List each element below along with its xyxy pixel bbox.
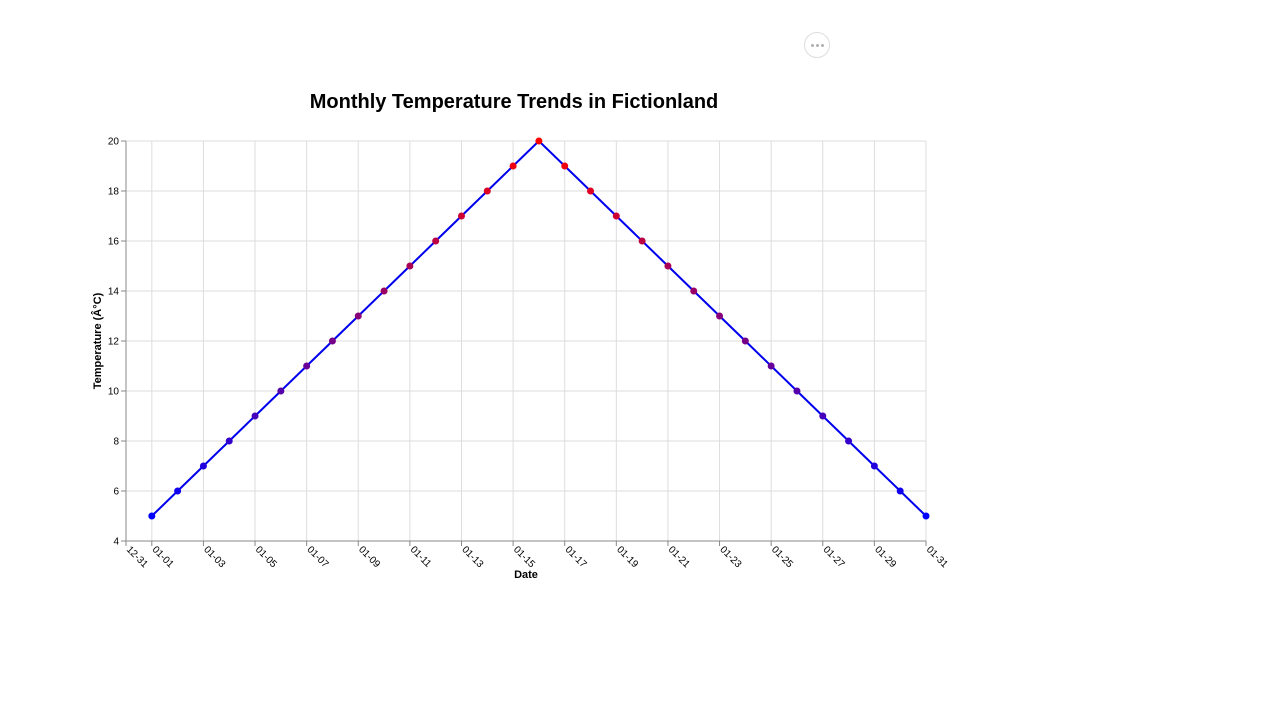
x-tick-label: 01-31 bbox=[924, 544, 950, 570]
data-point[interactable] bbox=[354, 312, 362, 320]
x-tick-label: 01-23 bbox=[717, 544, 743, 570]
y-tick-label: 10 bbox=[108, 387, 120, 398]
series-line bbox=[151, 139, 927, 517]
y-tick-label: 4 bbox=[113, 537, 119, 548]
data-point[interactable] bbox=[148, 512, 156, 520]
chart-grid bbox=[125, 140, 927, 542]
x-tick-label: 01-11 bbox=[408, 544, 434, 570]
more-horizontal-icon-dot bbox=[820, 43, 824, 47]
y-tick-label: 20 bbox=[108, 137, 120, 148]
data-point[interactable] bbox=[896, 487, 904, 495]
data-point[interactable] bbox=[793, 387, 801, 395]
more-options-button[interactable] bbox=[804, 32, 830, 58]
chart-title: Monthly Temperature Trends in Fictionlan… bbox=[310, 91, 719, 113]
series-layer bbox=[148, 137, 930, 520]
y-tick-label: 16 bbox=[108, 237, 120, 248]
more-horizontal-icon bbox=[810, 43, 814, 47]
data-point[interactable] bbox=[716, 312, 724, 320]
data-point[interactable] bbox=[535, 137, 543, 145]
y-tick-label: 6 bbox=[113, 487, 119, 498]
x-tick-label: 01-03 bbox=[201, 544, 227, 570]
data-point[interactable] bbox=[199, 462, 207, 470]
x-axis-ticks: 12-31 01-01 01-03 01-05 01-07 01-09 01-11 01-13… bbox=[124, 541, 950, 571]
data-point[interactable] bbox=[870, 462, 878, 470]
data-point[interactable] bbox=[922, 512, 930, 520]
x-tick-label: 01-01 bbox=[150, 544, 176, 570]
data-point[interactable] bbox=[767, 362, 775, 370]
data-point[interactable] bbox=[380, 287, 388, 295]
data-point[interactable] bbox=[741, 337, 749, 345]
data-point[interactable] bbox=[457, 212, 465, 220]
data-point[interactable] bbox=[819, 412, 827, 420]
y-tick-label: 14 bbox=[108, 287, 120, 298]
more-horizontal-icon-dot bbox=[815, 43, 819, 47]
x-tick-label: 01-19 bbox=[614, 544, 640, 570]
y-axis-title: Temperature (Â°C) bbox=[91, 292, 104, 389]
x-tick-label: 12-31 bbox=[124, 544, 150, 570]
x-tick-label: 01-13 bbox=[459, 544, 485, 570]
data-point[interactable] bbox=[406, 262, 414, 270]
data-point[interactable] bbox=[483, 187, 491, 195]
x-tick-label: 01-25 bbox=[769, 544, 795, 570]
data-point[interactable] bbox=[509, 162, 517, 170]
x-tick-label: 01-29 bbox=[872, 544, 898, 570]
x-tick-label: 01-09 bbox=[356, 544, 382, 570]
y-axis-ticks: 4 6 8 10 12 14 16 18 20 bbox=[108, 137, 126, 548]
data-point[interactable] bbox=[845, 437, 853, 445]
x-tick-label: 01-07 bbox=[305, 544, 331, 570]
x-tick-label: 01-27 bbox=[821, 544, 847, 570]
data-point[interactable] bbox=[174, 487, 182, 495]
data-point[interactable] bbox=[277, 387, 285, 395]
x-axis-title: Date bbox=[514, 569, 538, 581]
data-point[interactable] bbox=[432, 237, 440, 245]
y-tick-label: 8 bbox=[113, 437, 119, 448]
data-point[interactable] bbox=[638, 237, 646, 245]
x-tick-label: 01-05 bbox=[253, 544, 279, 570]
x-tick-label: 01-21 bbox=[666, 544, 692, 570]
data-point[interactable] bbox=[664, 262, 672, 270]
data-point[interactable] bbox=[587, 187, 595, 195]
data-point[interactable] bbox=[612, 212, 620, 220]
y-tick-label: 12 bbox=[108, 337, 120, 348]
data-point[interactable] bbox=[251, 412, 259, 420]
data-point[interactable] bbox=[561, 162, 569, 170]
data-point[interactable] bbox=[690, 287, 698, 295]
data-point[interactable] bbox=[303, 362, 311, 370]
x-tick-label: 01-15 bbox=[511, 544, 537, 570]
x-tick-label: 01-17 bbox=[563, 544, 589, 570]
data-point[interactable] bbox=[225, 437, 233, 445]
data-point[interactable] bbox=[328, 337, 336, 345]
y-tick-label: 18 bbox=[108, 187, 120, 198]
